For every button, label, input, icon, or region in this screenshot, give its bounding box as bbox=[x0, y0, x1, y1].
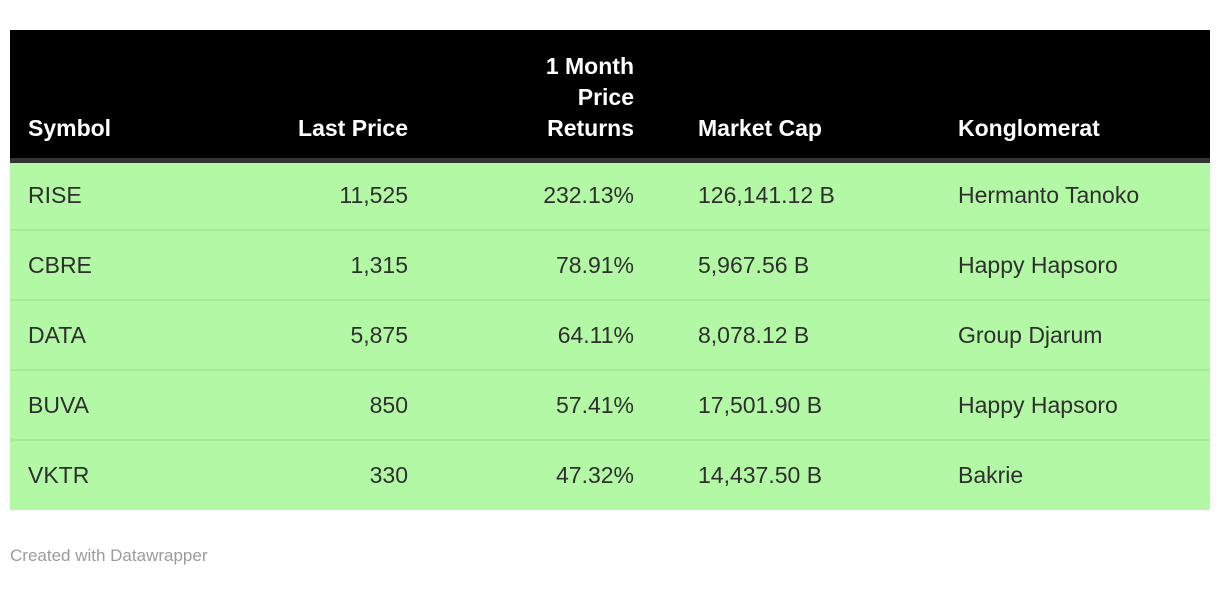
table-header: Symbol Last Price 1 Month Price Returns … bbox=[10, 30, 1210, 163]
stock-table: Symbol Last Price 1 Month Price Returns … bbox=[10, 30, 1210, 510]
cell-konglomerat: Happy Hapsoro bbox=[946, 229, 1210, 300]
table-body: RISE 11,525 232.13% 126,141.12 B Hermant… bbox=[10, 160, 1210, 510]
column-header-symbol: Symbol bbox=[10, 30, 250, 163]
table-row: CBRE 1,315 78.91% 5,967.56 B Happy Hapso… bbox=[10, 229, 1210, 300]
cell-market-cap: 126,141.12 B bbox=[686, 160, 946, 230]
column-header-market-cap: Market Cap bbox=[686, 30, 946, 163]
cell-price-returns: 57.41% bbox=[420, 369, 686, 440]
header-row: Symbol Last Price 1 Month Price Returns … bbox=[10, 30, 1210, 163]
table-row: DATA 5,875 64.11% 8,078.12 B Group Djaru… bbox=[10, 299, 1210, 370]
cell-konglomerat: Bakrie bbox=[946, 439, 1210, 510]
cell-market-cap: 5,967.56 B bbox=[686, 229, 946, 300]
table-row: RISE 11,525 232.13% 126,141.12 B Hermant… bbox=[10, 160, 1210, 230]
datawrapper-credit-link[interactable]: Created with Datawrapper bbox=[10, 546, 208, 565]
table-container: Symbol Last Price 1 Month Price Returns … bbox=[10, 30, 1210, 510]
cell-price-returns: 47.32% bbox=[420, 439, 686, 510]
cell-price-returns: 232.13% bbox=[420, 160, 686, 230]
cell-last-price: 330 bbox=[250, 439, 420, 510]
cell-symbol: CBRE bbox=[10, 229, 250, 300]
cell-konglomerat: Hermanto Tanoko bbox=[946, 160, 1210, 230]
cell-last-price: 11,525 bbox=[250, 160, 420, 230]
cell-symbol: BUVA bbox=[10, 369, 250, 440]
table-row: BUVA 850 57.41% 17,501.90 B Happy Hapsor… bbox=[10, 369, 1210, 440]
cell-last-price: 1,315 bbox=[250, 229, 420, 300]
column-header-price-returns: 1 Month Price Returns bbox=[420, 30, 686, 163]
cell-symbol: RISE bbox=[10, 160, 250, 230]
cell-market-cap: 8,078.12 B bbox=[686, 299, 946, 370]
cell-symbol: VKTR bbox=[10, 439, 250, 510]
table-row: VKTR 330 47.32% 14,437.50 B Bakrie bbox=[10, 439, 1210, 510]
cell-price-returns: 64.11% bbox=[420, 299, 686, 370]
cell-last-price: 850 bbox=[250, 369, 420, 440]
cell-symbol: DATA bbox=[10, 299, 250, 370]
cell-konglomerat: Group Djarum bbox=[946, 299, 1210, 370]
column-header-last-price: Last Price bbox=[250, 30, 420, 163]
cell-konglomerat: Happy Hapsoro bbox=[946, 369, 1210, 440]
cell-last-price: 5,875 bbox=[250, 299, 420, 370]
cell-market-cap: 17,501.90 B bbox=[686, 369, 946, 440]
cell-market-cap: 14,437.50 B bbox=[686, 439, 946, 510]
column-header-konglomerat: Konglomerat bbox=[946, 30, 1210, 163]
cell-price-returns: 78.91% bbox=[420, 229, 686, 300]
